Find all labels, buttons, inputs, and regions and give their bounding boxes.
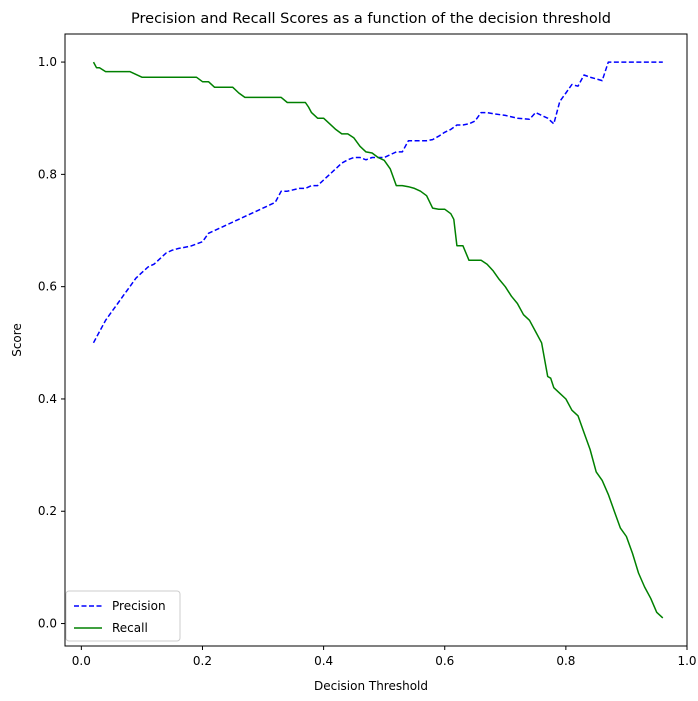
series-line-precision — [92, 61, 663, 344]
legend-label-precision: Precision — [112, 599, 166, 613]
y-axis: 0.0 0.2 0.4 0.6 0.8 1.0 — [38, 55, 65, 631]
x-axis-label: Decision Threshold — [314, 679, 428, 693]
y-tick-label: 1.0 — [38, 55, 57, 69]
y-tick-label: 0.4 — [38, 392, 57, 406]
chart-title: Precision and Recall Scores as a functio… — [131, 11, 611, 27]
y-tick-label: 0.0 — [38, 617, 57, 631]
series-layer — [92, 61, 664, 619]
x-tick-label: 0.2 — [193, 654, 212, 668]
x-axis: 0.0 0.2 0.4 0.6 0.8 1.0 — [72, 646, 697, 668]
x-tick-label: 0.0 — [72, 654, 91, 668]
y-tick-label: 0.2 — [38, 504, 57, 518]
legend-label-recall: Recall — [112, 621, 148, 635]
x-tick-label: 1.0 — [677, 654, 696, 668]
x-tick-label: 0.4 — [314, 654, 333, 668]
series-line-recall — [92, 61, 664, 619]
legend: Precision Recall — [65, 590, 181, 642]
plot-frame — [64, 33, 688, 647]
y-tick-label: 0.8 — [38, 167, 57, 181]
x-tick-label: 0.6 — [435, 654, 454, 668]
y-axis-label: Score — [10, 323, 24, 357]
y-tick-label: 0.6 — [38, 280, 57, 294]
x-tick-label: 0.8 — [556, 654, 575, 668]
